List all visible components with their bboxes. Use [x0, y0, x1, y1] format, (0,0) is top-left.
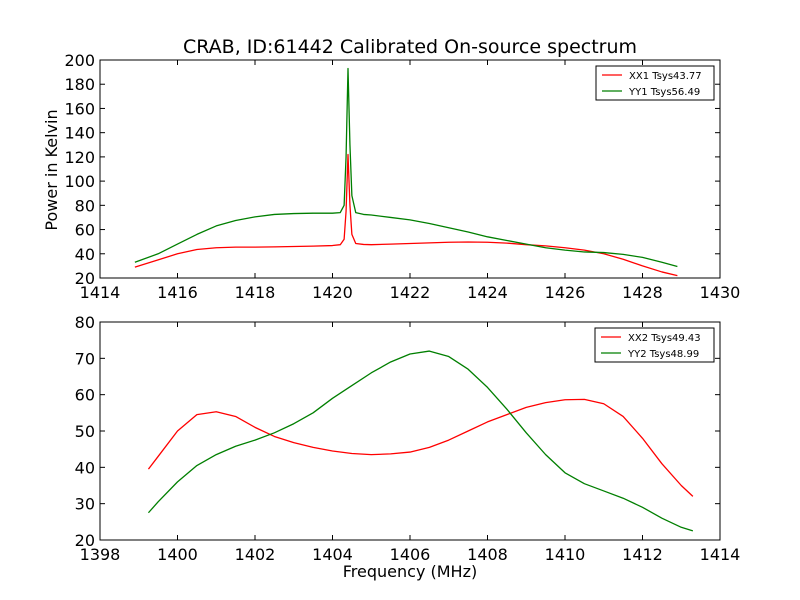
x-tick-label: 1406	[390, 545, 431, 564]
y-tick-label: 140	[64, 124, 95, 143]
y-tick-label: 200	[64, 51, 95, 70]
x-tick-label: 1420	[312, 283, 353, 302]
x-tick-label: 1430	[700, 283, 741, 302]
legend-entry-label: YY1 Tsys56.49	[628, 87, 700, 98]
x-tick-label: 1424	[467, 283, 508, 302]
x-axis-label: Frequency (MHz)	[343, 562, 477, 581]
y-tick-label: 30	[75, 495, 95, 514]
top-spectrum-panel: 1414 1416 1418 1420 1422 1424 1426 1428 1430 20 40…	[64, 51, 740, 302]
y-tick-label: 120	[64, 148, 95, 167]
chart-title: CRAB, ID:61442 Calibrated On-source spec…	[183, 36, 637, 58]
y-tick-label: 80	[75, 196, 95, 215]
x-tick-label: 1398	[80, 545, 121, 564]
y-tick-label: 50	[75, 422, 95, 441]
y-tick-label: 20	[75, 531, 95, 550]
x-tick-label: 1414	[80, 283, 121, 302]
y-tick-label: 60	[75, 221, 95, 240]
legend: XX2 Tsys49.43 YY2 Tsys48.99	[594, 327, 715, 363]
y-tick-label: 60	[75, 386, 95, 405]
series-line-yy2	[147, 350, 694, 532]
x-tick-label: 1400	[157, 545, 198, 564]
y-tick-label: 40	[75, 245, 95, 264]
y-tick-label: 80	[75, 313, 95, 332]
legend: XX1 Tsys43.77 YY1 Tsys56.49	[595, 65, 715, 101]
x-tick-label: 1428	[622, 283, 663, 302]
x-tick-label: 1410	[545, 545, 586, 564]
x-tick-label: 1404	[312, 545, 353, 564]
legend-entry-label: XX2 Tsys49.43	[628, 333, 701, 344]
y-tick-label: 100	[64, 172, 95, 191]
legend-entry-label: XX1 Tsys43.77	[629, 71, 702, 82]
series-line-xx2	[147, 398, 694, 497]
legend-entry-label: YY2 Tsys48.99	[627, 349, 699, 360]
x-tick-label: 1414	[700, 545, 741, 564]
x-tick-label: 1418	[235, 283, 276, 302]
series-line-xx1	[134, 153, 678, 277]
x-tick-label: 1416	[157, 283, 198, 302]
y-tick-label: 180	[64, 75, 95, 94]
bottom-spectrum-panel: 1398 1400 1402 1404 1406 1408 1410 1412 1414 20 30…	[75, 313, 741, 564]
x-tick-label: 1422	[390, 283, 431, 302]
legend-box	[595, 65, 715, 101]
series-line-yy1	[134, 67, 678, 268]
y-axis-label: Power in Kelvin	[42, 109, 61, 230]
x-tick-label: 1426	[545, 283, 586, 302]
y-tick-label: 40	[75, 458, 95, 477]
x-tick-label: 1408	[467, 545, 508, 564]
y-tick-label: 20	[75, 269, 95, 288]
x-tick-label: 1412	[622, 545, 663, 564]
y-tick-label: 70	[75, 349, 95, 368]
x-tick-label: 1402	[235, 545, 276, 564]
legend-box	[594, 327, 715, 363]
y-tick-label: 160	[64, 99, 95, 118]
